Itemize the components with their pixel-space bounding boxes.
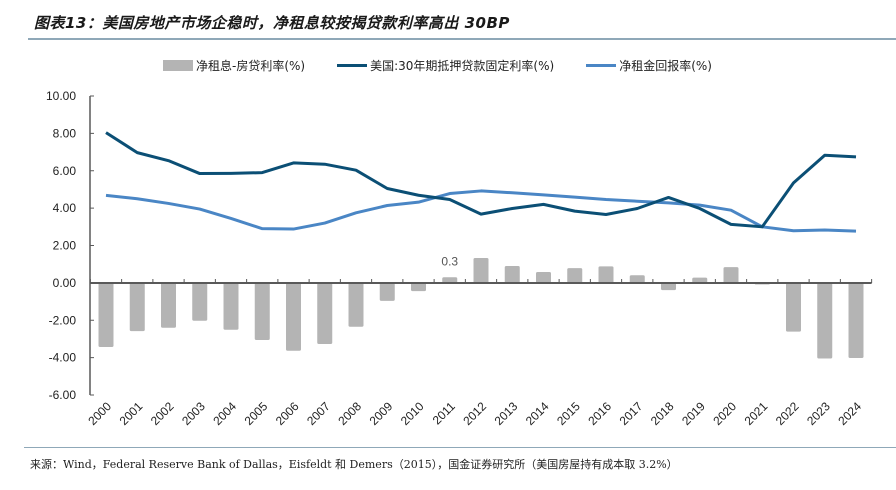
bar-2000 bbox=[98, 283, 114, 347]
data-label: 0.3 bbox=[441, 254, 458, 268]
x-tick-label: 2021 bbox=[742, 399, 771, 428]
bar-2012 bbox=[473, 258, 489, 283]
bar-series bbox=[98, 258, 864, 359]
bar-2008 bbox=[348, 283, 364, 327]
y-tick-label: 2.00 bbox=[53, 239, 77, 253]
bar-2019 bbox=[692, 277, 708, 283]
bar-2015 bbox=[567, 268, 583, 283]
x-tick-label: 2004 bbox=[210, 399, 239, 428]
tick-labels: 10.00 8.00 6.00 4.00 2.00 0.00 -2.00 -4.00 -6.00… bbox=[46, 89, 864, 428]
y-tick-label: 10.00 bbox=[46, 89, 76, 103]
legend-swatch-line bbox=[586, 64, 617, 67]
legend-label: 净租息-房贷利率(%) bbox=[196, 59, 306, 73]
bar-2010 bbox=[411, 283, 426, 292]
title-divider bbox=[28, 38, 896, 40]
legend: 净租息-房贷利率(%) 美国:30年期抵押贷款固定利率(%) 净租金回报率(%) bbox=[163, 57, 744, 74]
bar-2020 bbox=[723, 267, 739, 283]
x-tick-label: 2007 bbox=[304, 399, 333, 428]
bar-2016 bbox=[598, 266, 614, 283]
x-tick-label: 2008 bbox=[335, 399, 364, 428]
line-series bbox=[105, 131, 857, 233]
y-tick-label: 0.00 bbox=[53, 276, 77, 290]
y-tick-label: -4.00 bbox=[49, 351, 77, 365]
x-tick-label: 2005 bbox=[242, 399, 271, 428]
bar-2006 bbox=[286, 283, 301, 351]
bar-2007 bbox=[317, 283, 333, 344]
x-tick-label: 2018 bbox=[648, 399, 677, 428]
x-tick-label: 2019 bbox=[679, 399, 708, 428]
bar-2018 bbox=[661, 283, 676, 291]
x-tick-label: 2003 bbox=[179, 399, 208, 428]
legend-item-mortgage: 美国:30年期抵押贷款固定利率(%) bbox=[337, 57, 554, 74]
y-tick-label: 4.00 bbox=[53, 201, 77, 215]
x-tick-label: 2013 bbox=[492, 399, 521, 428]
x-tick-label: 2024 bbox=[835, 399, 864, 428]
legend-label: 净租金回报率(%) bbox=[619, 59, 712, 73]
bar-2009 bbox=[379, 283, 395, 301]
x-tick-label: 2022 bbox=[773, 399, 802, 428]
x-tick-label: 2006 bbox=[273, 399, 302, 428]
legend-label: 美国:30年期抵押贷款固定利率(%) bbox=[370, 59, 555, 73]
x-tick-label: 2012 bbox=[460, 399, 489, 428]
source-divider bbox=[24, 447, 896, 448]
bar-2013 bbox=[504, 266, 520, 283]
legend-swatch-line bbox=[337, 64, 368, 67]
source-note: 来源：Wind，Federal Reserve Bank of Dallas，E… bbox=[30, 458, 678, 471]
y-tick-label: 8.00 bbox=[53, 126, 77, 140]
x-tick-label: 2017 bbox=[617, 399, 646, 428]
bar-2014 bbox=[536, 272, 551, 283]
x-tick-label: 2011 bbox=[430, 399, 458, 427]
bar-2024 bbox=[848, 283, 864, 358]
bar-2003 bbox=[192, 283, 208, 321]
x-tick-label: 2020 bbox=[710, 399, 739, 428]
bar-2017 bbox=[629, 275, 645, 283]
x-tick-label: 2015 bbox=[554, 399, 583, 428]
x-tick-label: 2001 bbox=[117, 399, 146, 428]
y-tick-label: -2.00 bbox=[49, 313, 77, 327]
chart-title: 图表13：美国房地产市场企稳时，净租息较按揭贷款利率高出 30BP bbox=[34, 14, 510, 32]
mortgage-rate-line bbox=[105, 131, 857, 229]
y-tick-label: 6.00 bbox=[53, 164, 77, 178]
bar-2022 bbox=[786, 283, 801, 332]
axes bbox=[89, 95, 873, 396]
x-tick-label: 2023 bbox=[804, 399, 833, 428]
bar-2001 bbox=[129, 283, 145, 332]
bar-2023 bbox=[817, 283, 833, 359]
bar-2002 bbox=[161, 283, 176, 328]
legend-swatch-bar bbox=[163, 60, 193, 71]
x-tick-label: 2014 bbox=[523, 399, 552, 428]
chart-plot: 10.00 8.00 6.00 4.00 2.00 0.00 -2.00 -4.00 -6.00… bbox=[46, 89, 873, 428]
legend-item-spread: 净租息-房贷利率(%) bbox=[163, 57, 305, 74]
x-tick-label: 2010 bbox=[398, 399, 427, 428]
x-tick-label: 2009 bbox=[367, 399, 396, 428]
x-tick-label: 2016 bbox=[585, 399, 614, 428]
y-tick-label: -6.00 bbox=[49, 388, 77, 402]
legend-item-rental: 净租金回报率(%) bbox=[586, 57, 712, 74]
bar-2004 bbox=[223, 283, 239, 330]
bar-2005 bbox=[254, 283, 270, 341]
x-tick-label: 2002 bbox=[148, 399, 177, 428]
bar-2011 bbox=[442, 277, 458, 283]
x-tick-label: 2000 bbox=[85, 399, 114, 428]
